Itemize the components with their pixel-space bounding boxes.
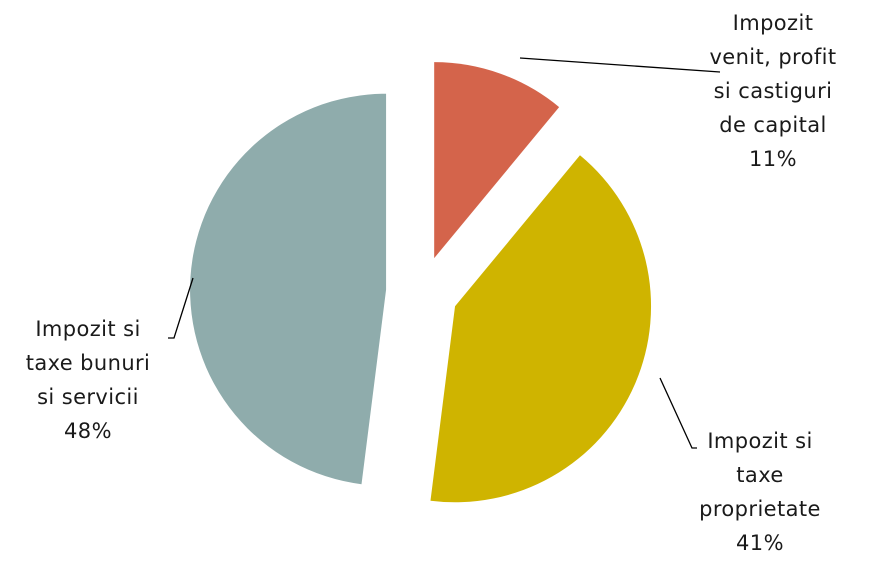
- leader-line-income-tax: [519, 57, 721, 73]
- slice-label-property-tax: Impozit si taxe proprietate 41%: [699, 429, 821, 555]
- leader-line-goods-services-tax: [168, 277, 194, 339]
- slice-label-income-tax: Impozit venit, profit si castiguri de ca…: [709, 11, 837, 171]
- leader-line-property-tax: [659, 377, 697, 449]
- pie-slice-income-tax: [434, 62, 560, 259]
- pie-slice-goods-services-tax: [190, 93, 387, 485]
- slice-label-goods-services-tax: Impozit si taxe bunuri si servicii 48%: [25, 317, 151, 443]
- pie-slice-property-tax: [430, 155, 652, 503]
